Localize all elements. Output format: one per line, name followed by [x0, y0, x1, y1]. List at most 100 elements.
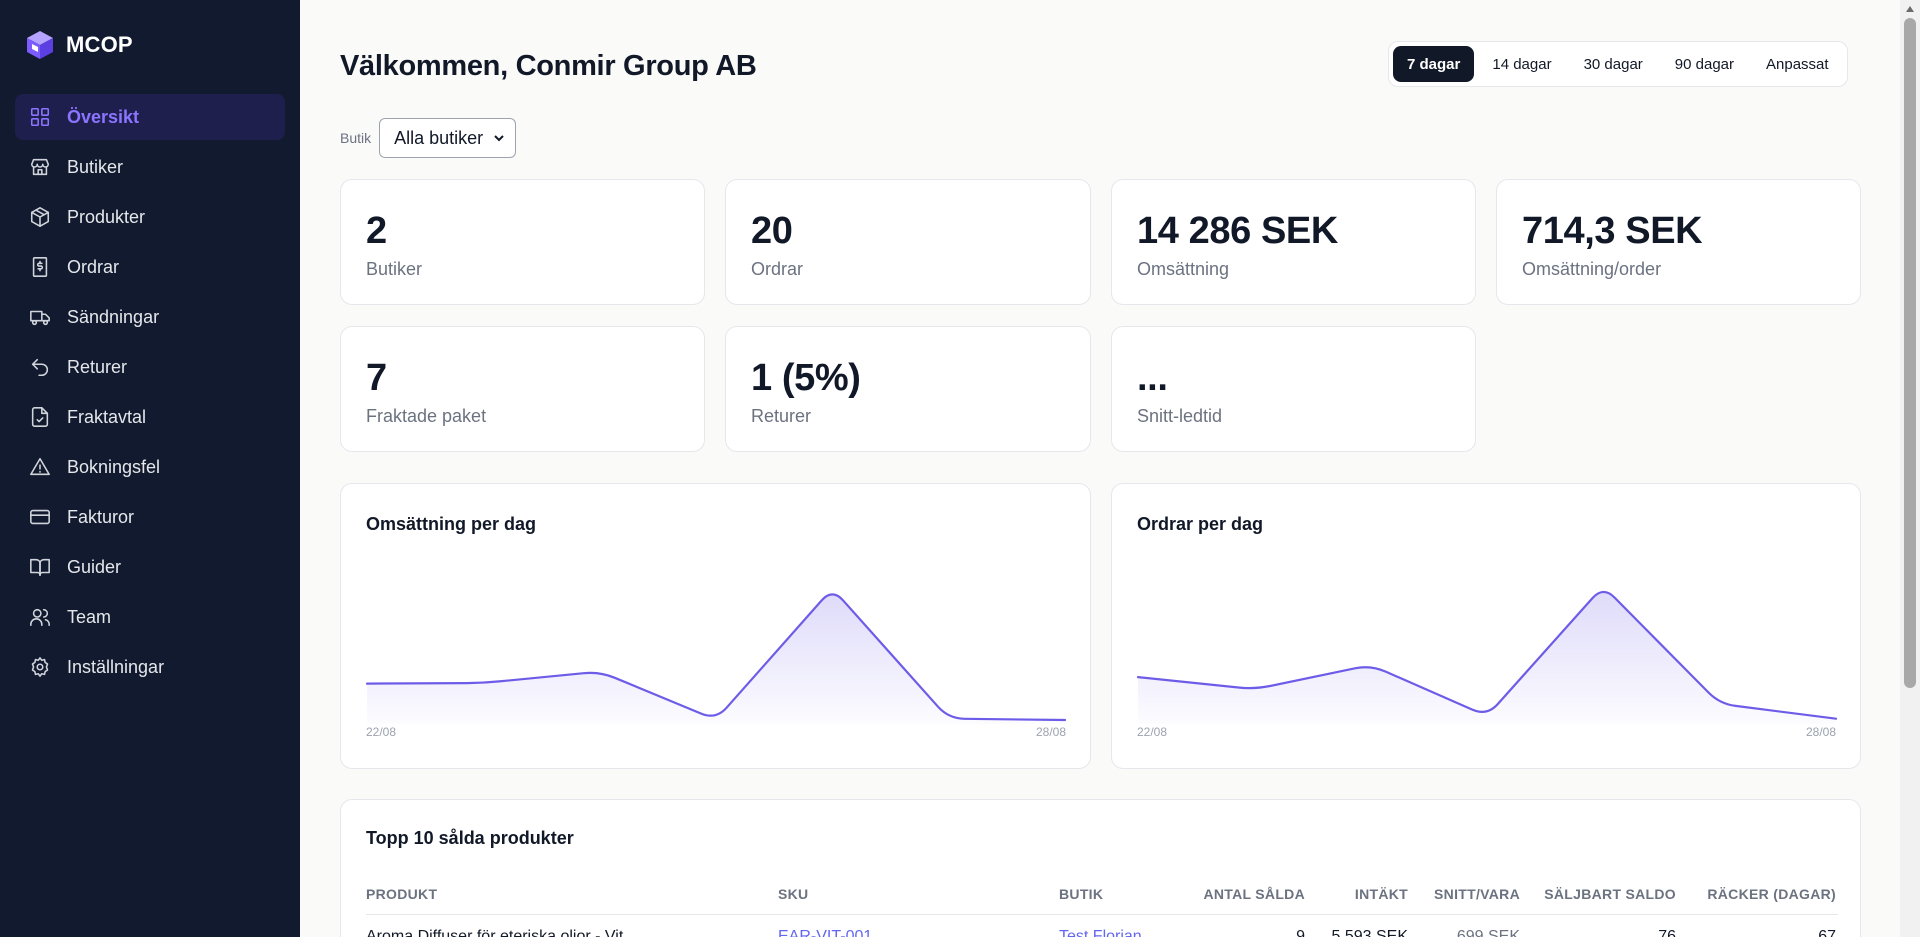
scroll-thumb[interactable] — [1904, 18, 1916, 688]
store-filter-label: Butik — [340, 130, 372, 146]
cell-sku[interactable]: EAR-VIT-001 — [778, 928, 873, 937]
sidebar-item-label: Team — [67, 606, 112, 627]
sidebar-item-team[interactable]: Team — [15, 594, 285, 640]
chart-card-omsattning: Omsättning per dag 22/08 28/08 — [340, 483, 1091, 769]
date-range-selector: 7 dagar 14 dagar 30 dagar 90 dagar Anpas… — [1388, 41, 1848, 87]
cell-sold: 9 — [1296, 928, 1305, 937]
column-header[interactable]: PRODUKT — [366, 886, 438, 902]
cell-days: 67 — [1818, 928, 1836, 937]
sidebar-item-ordrar[interactable]: Ordrar — [15, 244, 285, 290]
package-icon — [29, 206, 51, 228]
main-content: Välkommen, Conmir Group AB 7 dagar 14 da… — [300, 0, 1900, 937]
cell-product[interactable]: Aroma Diffuser för eteriska oljor - Vit — [366, 928, 624, 937]
chart-point-25-08[interactable] — [1482, 711, 1492, 721]
column-header[interactable]: SÄLJBART SALDO — [1544, 886, 1676, 902]
sidebar-item-fraktavtal[interactable]: Fraktavtal — [15, 394, 285, 440]
cube-logo-icon — [27, 31, 53, 59]
column-header[interactable]: ANTAL SÅLDA — [1203, 886, 1305, 902]
column-header[interactable]: BUTIK — [1059, 886, 1104, 902]
sidebar-item-produkter[interactable]: Produkter — [15, 194, 285, 240]
column-header[interactable]: SKU — [778, 886, 809, 902]
chart-point-23-08[interactable] — [1249, 684, 1259, 694]
chart-point-23-08[interactable] — [478, 678, 488, 688]
store-select-value: Alla butiker — [394, 127, 484, 148]
cell-store[interactable]: Test Florian — [1059, 928, 1142, 937]
table-header-divider — [366, 914, 1838, 915]
range-custom[interactable]: Anpassat — [1766, 55, 1829, 73]
stat-card-fraktade-paket: 7 Fraktade paket — [340, 326, 705, 452]
x-tick-label: 22/08 — [1137, 725, 1168, 739]
sidebar-item-oversikt[interactable]: Översikt — [15, 94, 285, 140]
chevron-down-icon — [494, 135, 504, 142]
stat-label: Snitt-ledtid — [1137, 406, 1223, 426]
chart-point-27-08[interactable] — [944, 714, 954, 724]
chart-point-26-08[interactable] — [1598, 581, 1608, 591]
range-90-days[interactable]: 90 dagar — [1674, 55, 1735, 73]
credit-card-icon — [29, 506, 51, 528]
stat-value: 20 — [751, 210, 793, 252]
sidebar-item-sandningar[interactable]: Sändningar — [15, 294, 285, 340]
stat-value: 1 (5%) — [751, 357, 861, 399]
x-tick-label: 22/08 — [366, 725, 397, 739]
sidebar-nav: Översikt Butiker Produkter Ordrar Sändni… — [15, 94, 285, 694]
x-tick-label: 28/08 — [1035, 725, 1066, 739]
sidebar-item-label: Fakturor — [67, 506, 135, 527]
cell-revenue: 5 593 SEK — [1331, 928, 1409, 937]
chart-area-fill — [367, 594, 1065, 724]
sidebar-item-label: Guider — [67, 556, 122, 577]
scroll-up-arrow-icon[interactable] — [1906, 6, 1914, 12]
chart-point-24-08[interactable] — [595, 667, 605, 677]
file-check-icon — [29, 406, 51, 428]
stat-card-ordrar: 20 Ordrar — [725, 179, 1091, 305]
sidebar-item-label: Ordrar — [67, 256, 120, 277]
gear-icon — [29, 656, 51, 678]
page-scrollbar[interactable] — [1900, 0, 1920, 937]
stat-value: 14 286 SEK — [1137, 210, 1338, 252]
stat-card-butiker: 2 Butiker — [340, 179, 705, 305]
undo-icon — [29, 356, 51, 378]
sidebar-item-fakturor[interactable]: Fakturor — [15, 494, 285, 540]
brand[interactable]: MCOP — [26, 30, 133, 60]
sidebar: MCOP Översikt Butiker Produkter Ordrar S… — [0, 0, 300, 937]
stat-value: 2 — [366, 210, 387, 252]
sidebar-item-returer[interactable]: Returer — [15, 344, 285, 390]
chart-card-ordrar: Ordrar per dag 22/08 28/08 — [1111, 483, 1861, 769]
stat-label: Butiker — [366, 259, 423, 279]
range-30-days[interactable]: 30 dagar — [1583, 55, 1643, 73]
sidebar-item-butiker[interactable]: Butiker — [15, 144, 285, 190]
sidebar-item-guider[interactable]: Guider — [15, 544, 285, 590]
orders-per-day-chart — [1136, 581, 1838, 724]
sidebar-item-installningar[interactable]: Inställningar — [15, 644, 285, 690]
users-icon — [29, 606, 51, 628]
chart-point-27-08[interactable] — [1715, 699, 1725, 709]
sidebar-item-label: Returer — [67, 356, 128, 377]
truck-icon — [29, 306, 51, 328]
x-tick-label: 28/08 — [1805, 725, 1836, 739]
stat-value: 7 — [366, 357, 387, 399]
chart-title: Omsättning per dag — [366, 514, 537, 534]
chart-area-fill — [1138, 591, 1836, 724]
stat-label: Returer — [751, 406, 812, 426]
stat-label: Omsättning/order — [1522, 259, 1662, 279]
grid-icon — [29, 106, 51, 128]
sidebar-item-label: Fraktavtal — [67, 406, 147, 427]
stat-card-omsattning-per-order: 714,3 SEK Omsättning/order — [1496, 179, 1861, 305]
stat-value: ... — [1137, 357, 1168, 399]
store-icon — [29, 156, 51, 178]
book-icon — [29, 556, 51, 578]
column-header[interactable]: INTÄKT — [1354, 886, 1408, 902]
column-header[interactable]: RÄCKER (DAGAR) — [1707, 886, 1836, 902]
sidebar-item-bokningsfel[interactable]: Bokningsfel — [15, 444, 285, 490]
column-header[interactable]: SNITT/VARA — [1434, 886, 1520, 902]
receipt-icon — [29, 256, 51, 278]
chart-point-28-08[interactable] — [1060, 715, 1067, 724]
store-select[interactable]: Alla butiker — [379, 118, 517, 158]
range-7-days[interactable]: 7 dagar — [1393, 46, 1475, 82]
sidebar-item-label: Produkter — [67, 206, 146, 227]
warning-icon — [29, 456, 51, 478]
brand-name: MCOP — [66, 32, 133, 57]
cell-avg: 699 SEK — [1456, 928, 1520, 937]
chart-point-24-08[interactable] — [1366, 660, 1376, 670]
range-14-days[interactable]: 14 dagar — [1492, 55, 1552, 73]
chart-point-26-08[interactable] — [827, 583, 837, 593]
